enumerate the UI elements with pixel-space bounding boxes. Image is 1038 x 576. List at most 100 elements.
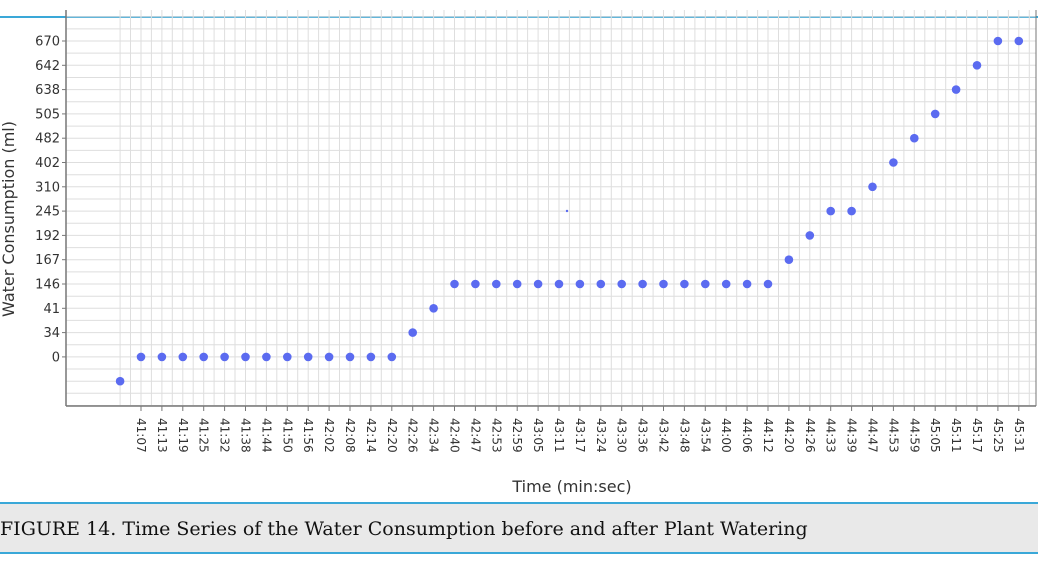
data-point bbox=[115, 376, 125, 386]
x-tick-label: 44:20 bbox=[782, 418, 796, 453]
data-point bbox=[136, 352, 146, 362]
x-tick-label: 42:40 bbox=[448, 418, 462, 453]
data-point bbox=[471, 279, 480, 289]
data-point bbox=[178, 352, 188, 362]
data-point bbox=[303, 352, 313, 362]
data-point bbox=[617, 279, 626, 289]
x-tick-label: 42:26 bbox=[406, 418, 420, 453]
x-tick-label: 42:59 bbox=[510, 418, 524, 453]
x-tick-label: 44:00 bbox=[719, 418, 733, 453]
x-tick-label: 41:38 bbox=[239, 418, 253, 453]
grid-lines bbox=[66, 10, 1036, 406]
x-tick-labels: 41:07 41:13 41:19 41:25 41:32 41:38 41:44 41:50… bbox=[134, 418, 1026, 453]
y-axis-title: Water Consumption (ml) bbox=[0, 121, 18, 317]
y-tick-label: 245 bbox=[35, 205, 60, 220]
data-point bbox=[659, 279, 668, 289]
x-tick-label: 43:36 bbox=[636, 418, 650, 453]
axes bbox=[62, 10, 1037, 411]
data-point bbox=[387, 352, 397, 362]
x-tick-label: 41:13 bbox=[155, 418, 169, 453]
x-tick-label: 44:33 bbox=[824, 418, 838, 453]
x-tick-label: 43:54 bbox=[698, 418, 712, 453]
data-point bbox=[680, 279, 689, 289]
x-tick-label: 41:19 bbox=[176, 418, 190, 453]
data-point bbox=[492, 279, 501, 289]
x-tick-label: 44:47 bbox=[866, 418, 880, 453]
data-point bbox=[972, 61, 982, 70]
data-point bbox=[283, 352, 292, 362]
data-point bbox=[701, 279, 710, 289]
y-tick-label: 505 bbox=[35, 107, 60, 122]
x-tick-label: 45:11 bbox=[949, 418, 963, 453]
x-tick-label: 45:17 bbox=[970, 418, 984, 453]
x-tick-label: 41:32 bbox=[218, 418, 232, 453]
y-tick-label: 0 bbox=[52, 350, 60, 365]
water-consumption-chart: 0 34 41 146 167 192 245 310 402 482 505 638 642 670 4… bbox=[0, 10, 1037, 496]
y-tick-label: 34 bbox=[43, 326, 60, 341]
data-point bbox=[951, 85, 961, 94]
data-point bbox=[889, 158, 898, 167]
x-tick-label: 44:53 bbox=[886, 418, 900, 453]
x-tick-label: 44:12 bbox=[761, 418, 775, 453]
data-point bbox=[742, 279, 752, 289]
data-point bbox=[575, 279, 585, 289]
data-point bbox=[993, 36, 1003, 46]
x-tick-label: 41:50 bbox=[280, 418, 294, 453]
x-tick-label: 42:53 bbox=[489, 418, 503, 453]
y-tick-label: 167 bbox=[35, 253, 60, 268]
x-tick-label: 42:02 bbox=[322, 418, 336, 453]
x-tick-label: 42:34 bbox=[427, 418, 441, 453]
data-points bbox=[115, 36, 1024, 386]
x-tick-label: 42:08 bbox=[343, 418, 357, 453]
data-point bbox=[512, 279, 522, 289]
x-tick-label: 44:59 bbox=[907, 418, 921, 453]
data-point bbox=[805, 231, 815, 240]
data-point bbox=[199, 352, 208, 362]
x-tick-label: 42:14 bbox=[364, 418, 378, 453]
x-tick-label: 42:20 bbox=[385, 418, 399, 453]
x-tick-label: 43:17 bbox=[573, 418, 587, 453]
data-point bbox=[721, 279, 731, 289]
x-tick-label: 43:24 bbox=[594, 418, 608, 453]
y-tick-labels: 0 34 41 146 167 192 245 310 402 482 505 638 642 670 bbox=[35, 35, 60, 366]
data-point bbox=[262, 352, 271, 362]
data-point bbox=[763, 279, 773, 289]
y-tick-label: 310 bbox=[35, 180, 60, 195]
x-tick-label: 44:06 bbox=[740, 418, 754, 453]
data-point bbox=[784, 255, 794, 264]
x-tick-label: 44:39 bbox=[845, 418, 859, 453]
x-tick-label: 45:05 bbox=[928, 418, 942, 453]
data-point bbox=[930, 109, 940, 119]
data-point bbox=[533, 279, 543, 289]
x-tick-label: 41:25 bbox=[197, 418, 211, 453]
data-point bbox=[638, 279, 647, 289]
y-tick-label: 670 bbox=[35, 35, 60, 50]
data-point bbox=[910, 133, 919, 143]
y-tick-label: 146 bbox=[35, 278, 60, 293]
data-point bbox=[324, 352, 334, 362]
data-point bbox=[220, 352, 229, 362]
data-point bbox=[345, 352, 355, 362]
x-axis-title: Time (min:sec) bbox=[511, 477, 631, 496]
data-point bbox=[408, 328, 418, 337]
x-tick-label: 45:31 bbox=[1012, 418, 1026, 453]
x-tick-label: 43:48 bbox=[677, 418, 691, 453]
y-tick-label: 638 bbox=[35, 83, 60, 98]
data-point bbox=[450, 279, 459, 289]
data-point bbox=[157, 352, 167, 362]
stray-mark bbox=[565, 209, 569, 213]
data-point bbox=[1014, 36, 1024, 46]
y-tick-label: 192 bbox=[35, 229, 60, 244]
x-tick-label: 42:47 bbox=[468, 418, 482, 453]
data-point bbox=[241, 352, 250, 362]
caption-band: FIGURE 14. Time Series of the Water Cons… bbox=[0, 502, 1038, 554]
x-tick-label: 43:42 bbox=[657, 418, 671, 453]
figure-caption: FIGURE 14. Time Series of the Water Cons… bbox=[0, 518, 808, 540]
y-tick-label: 402 bbox=[35, 156, 60, 171]
x-tick-label: 41:07 bbox=[134, 418, 148, 453]
x-tick-label: 45:25 bbox=[991, 418, 1005, 453]
data-point bbox=[429, 304, 438, 313]
y-tick-label: 482 bbox=[35, 132, 60, 147]
x-tick-label: 43:11 bbox=[552, 418, 566, 453]
x-tick-label: 41:44 bbox=[259, 418, 273, 453]
